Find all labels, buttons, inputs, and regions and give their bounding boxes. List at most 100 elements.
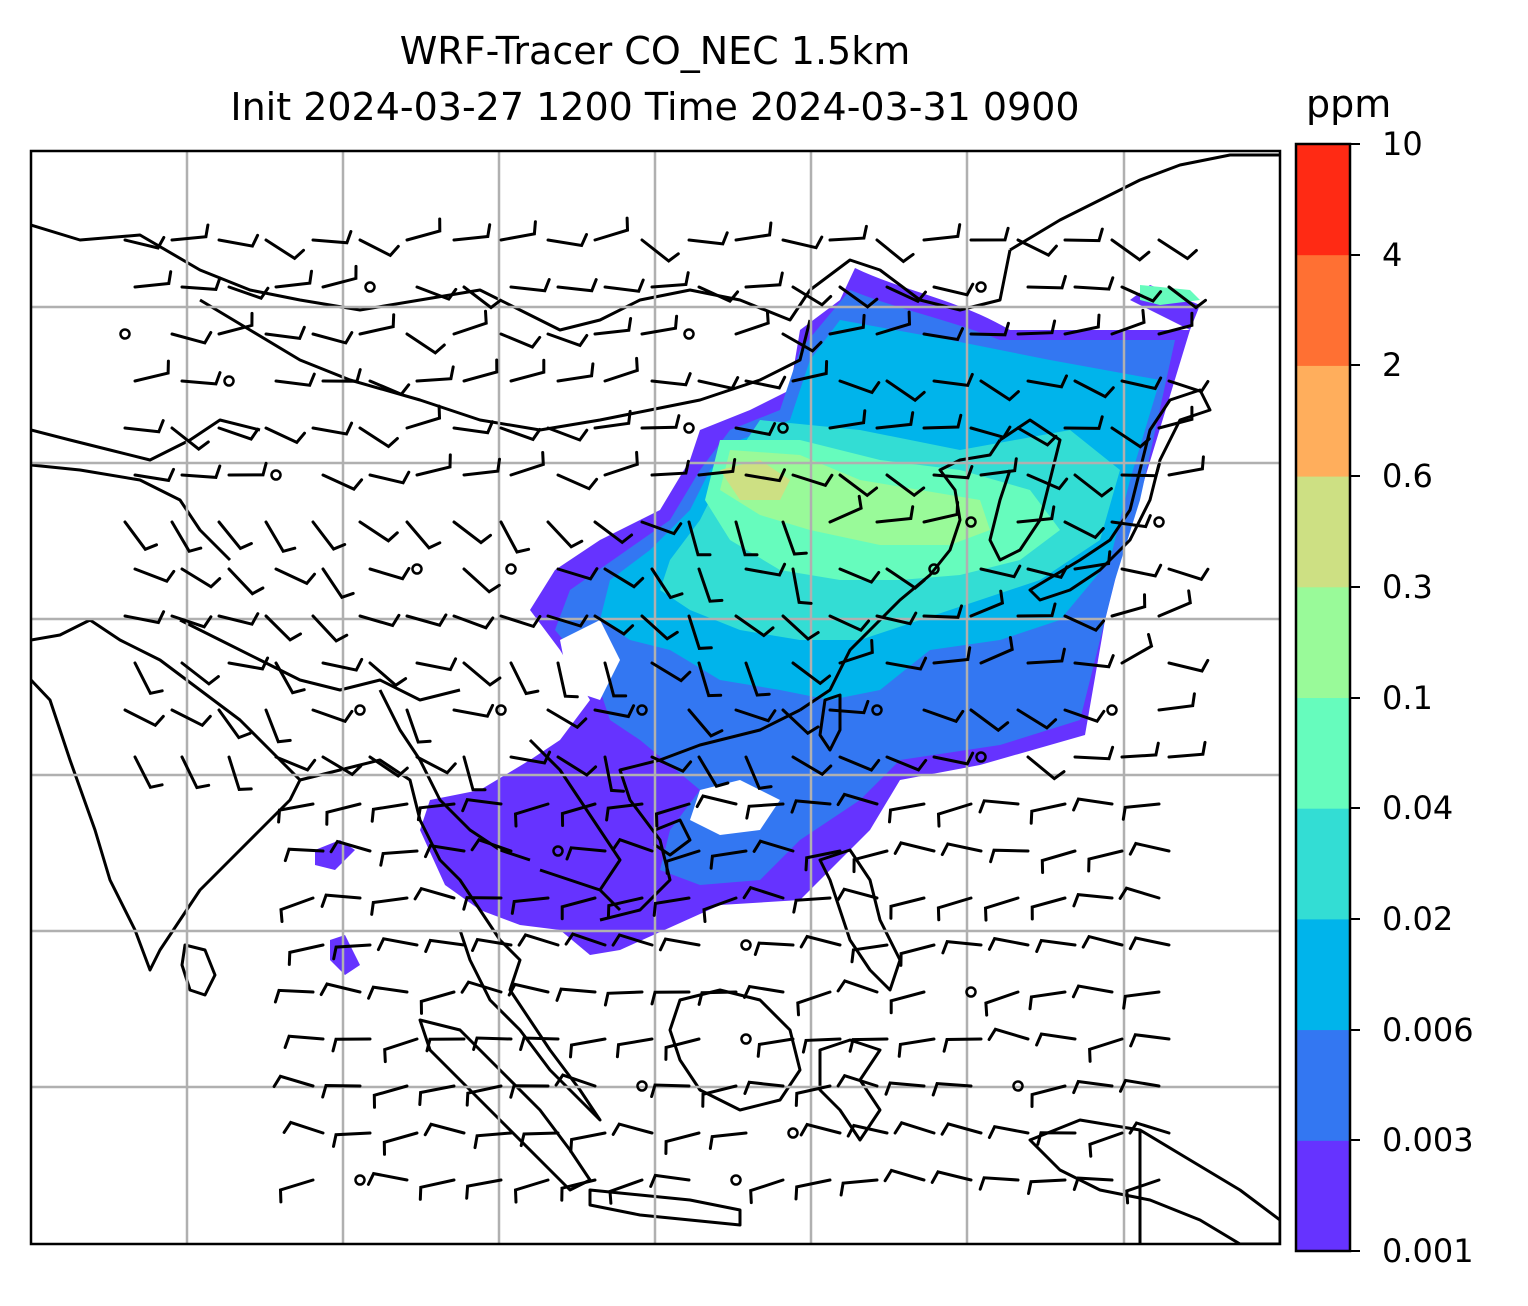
wind-barb [593, 409, 632, 430]
wind-barb [452, 420, 494, 435]
colorbar-segment [1296, 144, 1350, 256]
wind-barb [452, 703, 495, 718]
wind-barb [883, 1168, 926, 1183]
wind-barb [358, 520, 399, 543]
wind-barb [217, 426, 260, 441]
wind-barb [969, 425, 1012, 440]
wind-barb [791, 360, 829, 383]
map-frame [29, 149, 1282, 1246]
wind-barb [123, 236, 166, 250]
wind-barb [792, 896, 832, 914]
wind-barb [133, 359, 170, 383]
calm-circle [730, 1174, 742, 1186]
wind-barb [1072, 1176, 1114, 1191]
wind-barb [687, 708, 724, 738]
wind-barb [828, 224, 868, 242]
wind-barb [1167, 658, 1210, 673]
wind-barb [264, 708, 292, 744]
wind-barb [734, 422, 777, 437]
wind-barb [460, 980, 503, 994]
calm-circle [683, 422, 695, 434]
wind-barb [753, 941, 795, 956]
wind-barb [885, 567, 926, 590]
wind-barb [227, 755, 253, 791]
wind-barb [744, 468, 786, 483]
wind-barb [839, 1178, 879, 1197]
wind-barb [1073, 550, 1112, 571]
wind-barb [319, 982, 362, 996]
colorbar-tick [1350, 475, 1360, 478]
wind-barb [781, 708, 820, 736]
wind-barb [838, 473, 879, 498]
wind-barb [838, 639, 874, 665]
wind-barb [848, 1037, 889, 1053]
wind-barb [885, 473, 926, 498]
border-kazakh [31, 463, 232, 562]
wind-barb [415, 755, 457, 775]
wind-barb [123, 520, 158, 552]
colorbar-tick-label: 0.3 [1382, 567, 1433, 606]
wind-barb [654, 802, 691, 828]
wind-barb [611, 933, 654, 947]
wind-barb [123, 610, 166, 625]
wind-barb [382, 1131, 419, 1156]
wind-barb [893, 1121, 936, 1135]
wind-barb [273, 988, 315, 1004]
wind-barb [979, 457, 1018, 477]
wind-barb [1026, 755, 1066, 781]
wind-barb [462, 285, 502, 310]
wind-barb [180, 464, 222, 479]
shade-patch-sw [330, 935, 360, 975]
wind-barb [1167, 567, 1210, 582]
wind-barb [311, 230, 353, 245]
wind-barb [756, 1037, 795, 1058]
wind-barb [744, 271, 784, 289]
wind-barb [1026, 274, 1067, 290]
wind-barb [560, 802, 597, 827]
wind-barb [227, 567, 265, 596]
wind-barb [593, 216, 630, 242]
coastline-indochina [299, 758, 602, 1122]
coastline-india [31, 618, 302, 972]
wind-barb [799, 1122, 842, 1137]
wind-barb [665, 849, 701, 875]
wind-barb [461, 797, 503, 813]
wind-barb [969, 321, 1010, 337]
wind-barb [875, 310, 912, 336]
wind-barb [321, 368, 362, 383]
calm-circles [119, 281, 1165, 1186]
wind-barb [556, 755, 598, 777]
wind-barb [366, 1171, 409, 1186]
wind-barb [1120, 741, 1160, 759]
wind-barb [1073, 276, 1115, 291]
wind-barb [405, 217, 442, 242]
wind-barb [697, 285, 740, 303]
wind-barb [1087, 849, 1124, 873]
wind-barb [287, 943, 325, 966]
wind-barb [838, 379, 881, 395]
wind-barb [264, 325, 306, 341]
wind-barb [546, 426, 589, 442]
colorbar-tick [1350, 1139, 1360, 1142]
wind-barb [984, 990, 1020, 1017]
colorbar-segment [1296, 254, 1350, 366]
wind-barb [885, 755, 928, 772]
wind-barb [969, 589, 1005, 618]
wind-barb [462, 567, 501, 594]
wind-barb [885, 285, 927, 304]
colorbar-tick-label: 0.003 [1382, 1121, 1474, 1160]
map-title-line2: Init 2024-03-27 1200 Time 2024-03-31 090… [230, 85, 1080, 129]
wind-barb [465, 1084, 503, 1107]
colorbar-segment [1296, 808, 1350, 920]
wind-barb [1073, 379, 1115, 399]
wind-barb [697, 567, 724, 603]
wind-barb [889, 990, 926, 1015]
wind-barb [664, 1037, 701, 1061]
wind-barb [321, 657, 364, 672]
wind-barb [942, 1037, 983, 1053]
wind-barb [555, 987, 597, 1002]
wind-barb [603, 356, 639, 383]
wind-barb [1157, 238, 1198, 261]
wind-barb [1016, 505, 1056, 524]
wind-barb [794, 1178, 832, 1201]
